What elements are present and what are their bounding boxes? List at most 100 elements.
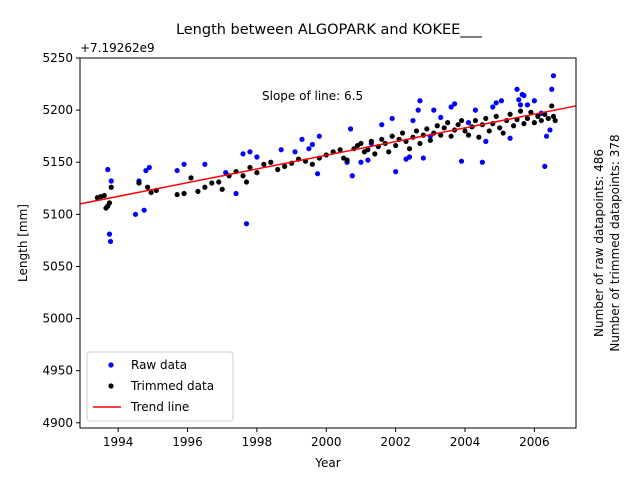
- trimmed-data-point: [538, 117, 544, 124]
- trimmed-data-point: [101, 192, 107, 199]
- raw-data-point: [105, 166, 111, 173]
- raw-data-point: [549, 86, 555, 92]
- trimmed-data-point: [181, 190, 187, 197]
- raw-data-point: [202, 161, 208, 167]
- raw-data-point: [146, 164, 152, 171]
- raw-data-point: [417, 98, 423, 104]
- trimmed-data-point: [507, 111, 513, 117]
- raw-datapoints-count: Number of raw datapoints: 486: [592, 149, 606, 337]
- y-offset-label: +7.19262e9: [80, 41, 155, 55]
- chart-title: Length between ALGOPARK and KOKEE___: [176, 22, 483, 38]
- trimmed-data-point: [209, 180, 215, 186]
- trimmed-data-point: [309, 161, 315, 167]
- trimmed-data-point: [472, 117, 479, 124]
- trimmed-data-point: [462, 128, 468, 134]
- raw-data-point: [254, 154, 260, 160]
- trimmed-data-point: [528, 109, 534, 115]
- trimmed-data-point: [275, 166, 281, 173]
- trimmed-data-point: [531, 120, 537, 126]
- trimmed-data-point: [148, 189, 154, 196]
- trimmed-data-point: [434, 123, 440, 129]
- legend-trend-label: Trend line: [130, 400, 189, 414]
- slope-annotation: Slope of line: 6.5: [262, 89, 363, 103]
- trimmed-data-point: [243, 179, 250, 185]
- raw-data-point: [247, 149, 253, 155]
- raw-data-point: [233, 190, 239, 197]
- raw-data-point: [472, 107, 479, 113]
- trimmed-data-point: [219, 186, 225, 192]
- x-tick-label: 1994: [103, 435, 134, 449]
- raw-data-point: [420, 155, 426, 161]
- x-tick-label: 1996: [172, 435, 203, 449]
- raw-data-point: [448, 104, 454, 110]
- trimmed-data-point: [517, 108, 524, 114]
- raw-data-point: [542, 163, 548, 169]
- raw-data-point: [531, 98, 537, 104]
- trimmed-data-point: [441, 125, 447, 131]
- raw-data-point: [406, 154, 413, 160]
- trimmed-data-point: [448, 133, 454, 139]
- legend-raw-label: Raw data: [131, 358, 187, 372]
- raw-data-point: [415, 107, 421, 113]
- x-tick-label: 2000: [311, 435, 342, 449]
- raw-data-point: [452, 101, 458, 107]
- trimmed-data-point: [145, 184, 151, 190]
- raw-data-point: [479, 159, 485, 165]
- trimmed-data-point: [372, 151, 378, 157]
- raw-data-point: [550, 73, 557, 79]
- trimmed-data-point: [458, 117, 465, 124]
- raw-data-point: [543, 133, 550, 139]
- trimmed-datapoints-count: Number of trimmed datapoints: 378: [608, 134, 622, 351]
- trimmed-data-point: [282, 163, 288, 169]
- raw-data-point: [521, 92, 527, 99]
- raw-data-point: [393, 169, 399, 175]
- trimmed-data-point: [108, 184, 114, 190]
- trimmed-data-point: [393, 142, 399, 149]
- raw-data-point: [507, 135, 513, 141]
- trimmed-data-point: [344, 157, 350, 163]
- y-axis: 4900 4950 5000 5050 5100 5150 5200 5250: [42, 51, 80, 430]
- raw-data-point: [349, 173, 355, 179]
- y-tick-label: 5100: [42, 207, 73, 221]
- raw-data-point: [524, 102, 531, 108]
- trimmed-data-point: [174, 191, 180, 198]
- trimmed-data-point: [413, 128, 420, 134]
- raw-data-point: [174, 167, 180, 174]
- raw-data-point: [143, 167, 149, 174]
- raw-data-point: [292, 149, 298, 155]
- raw-data-point: [223, 170, 229, 176]
- legend-box: [86, 351, 234, 422]
- raw-data-point: [314, 171, 321, 177]
- trimmed-data-point: [510, 123, 517, 129]
- legend-trimmed-marker: [108, 383, 114, 389]
- trimmed-data-point: [106, 200, 113, 206]
- raw-data-point: [458, 158, 465, 164]
- trimmed-data-point: [497, 125, 503, 131]
- legend: Raw data Trimmed data Trend line: [86, 351, 234, 422]
- trimmed-data-point: [216, 179, 222, 185]
- trimmed-data-point: [445, 120, 451, 126]
- y-tick-label: 5050: [42, 259, 73, 273]
- y-tick-label: 5200: [42, 103, 73, 117]
- raw-data-point: [389, 115, 395, 122]
- trimmed-data-point: [417, 140, 423, 147]
- raw-data-point: [316, 133, 322, 139]
- trimmed-data-point: [247, 164, 253, 171]
- raw-data-point: [483, 138, 489, 144]
- raw-data-point: [309, 141, 315, 148]
- raw-data-point: [108, 178, 114, 184]
- raw-data-point: [106, 231, 113, 237]
- x-axis: 1994 1996 1998 2000 2002 2004 2006: [103, 428, 550, 449]
- legend-trimmed-label: Trimmed data: [130, 379, 214, 393]
- trimmed-data-point: [399, 130, 406, 136]
- raw-data-point: [516, 97, 522, 103]
- raw-data-point: [299, 136, 305, 142]
- x-tick-label: 2006: [519, 435, 550, 449]
- trimmed-data-point: [550, 113, 557, 119]
- raw-data-point: [517, 102, 524, 108]
- trimmed-data-point: [476, 134, 482, 140]
- raw-data-point: [431, 107, 437, 113]
- raw-data-point: [365, 157, 371, 163]
- raw-data-point: [181, 161, 187, 167]
